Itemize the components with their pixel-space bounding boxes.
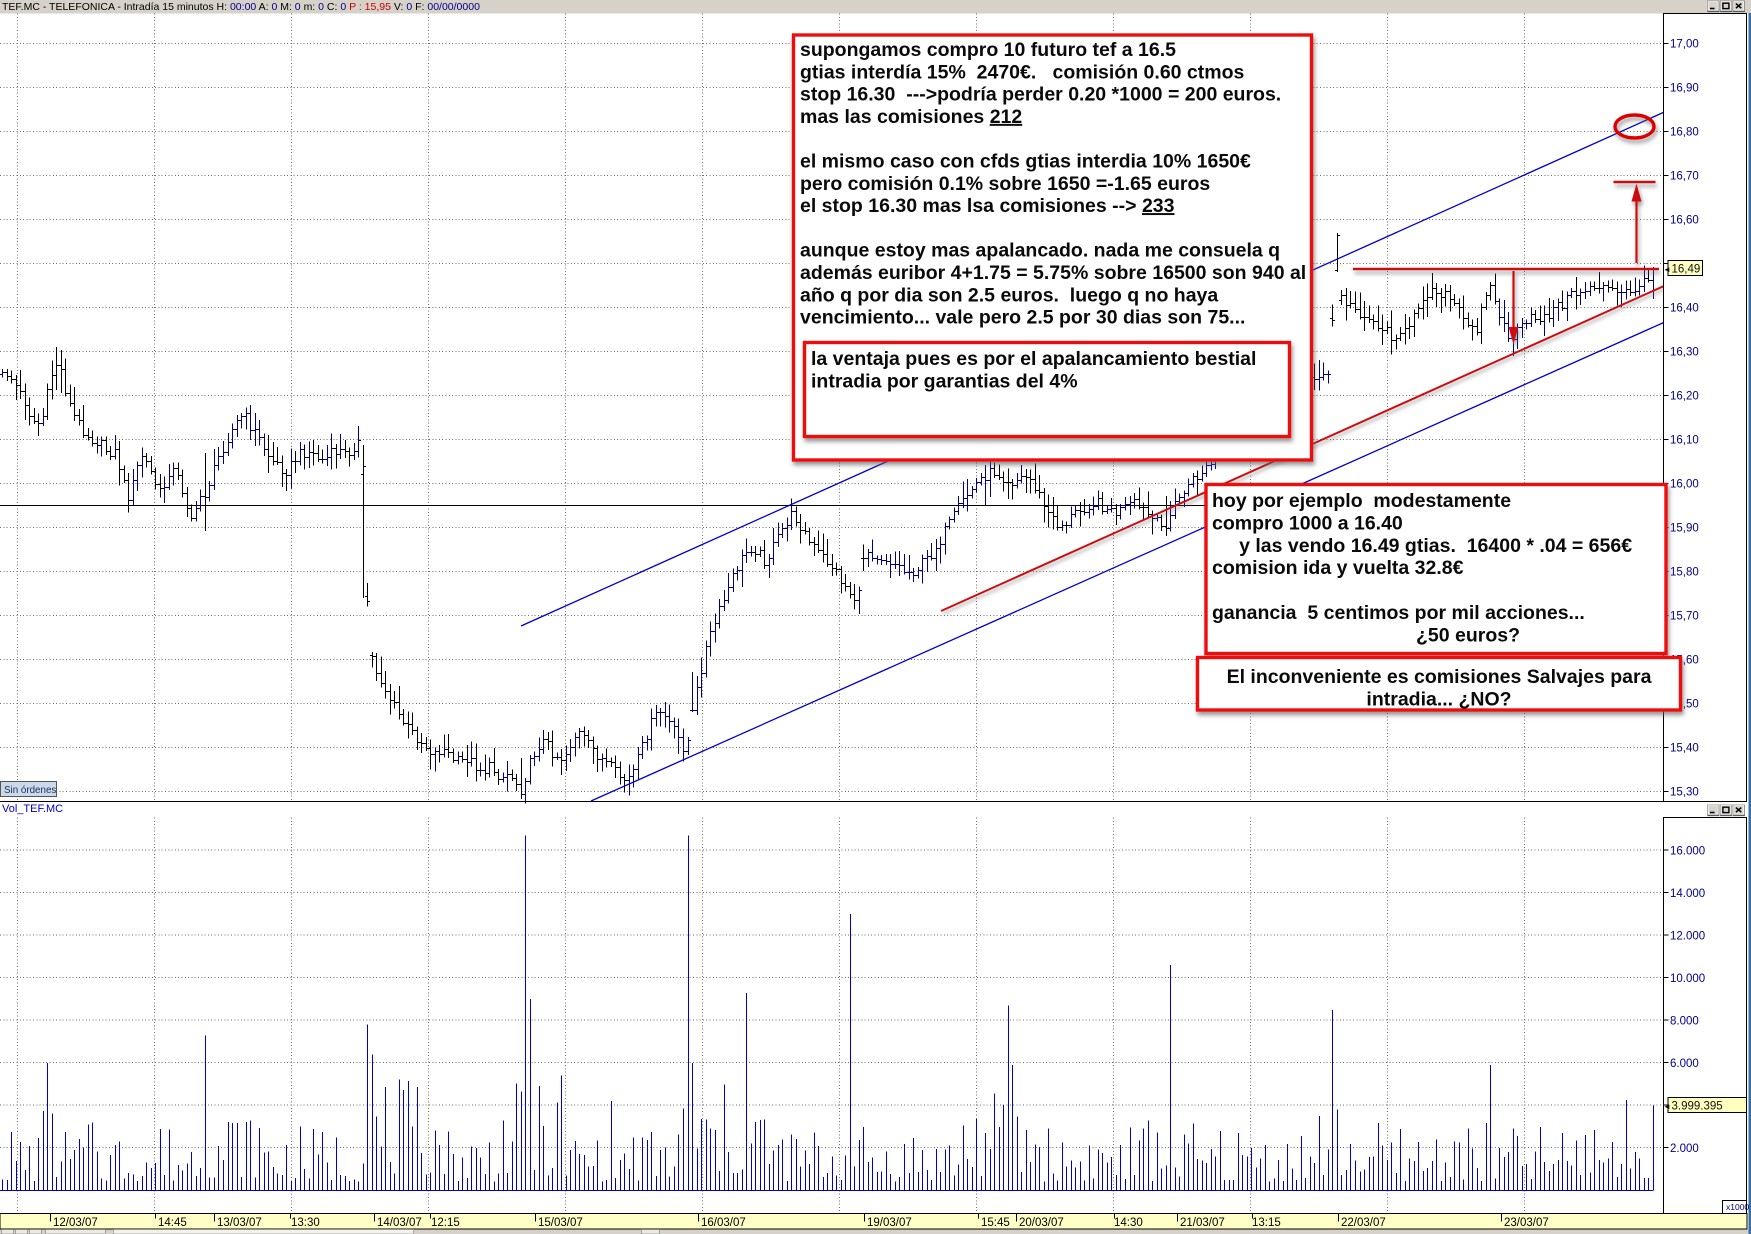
svg-text:la ventaja pues es por el apal: la ventaja pues es por el apalancamiento… — [811, 348, 1256, 370]
svg-text:12.000: 12.000 — [1670, 931, 1705, 943]
svg-text:16,70: 16,70 — [1670, 171, 1699, 183]
svg-text:vencimiento... vale pero 2.5 p: vencimiento... vale pero 2.5 por 30 dias… — [800, 307, 1245, 329]
svg-text:8.000: 8.000 — [1670, 1016, 1699, 1028]
svg-text:15,90: 15,90 — [1670, 523, 1699, 535]
svg-text:supongamos compro 10 futuro te: supongamos compro 10 futuro tef a 16.5 — [800, 39, 1176, 61]
svg-text:21/03/07: 21/03/07 — [1180, 1217, 1225, 1229]
svg-text:14/03/07: 14/03/07 — [377, 1217, 422, 1229]
svg-text:16,80: 16,80 — [1670, 127, 1699, 139]
svg-text:Sin órdenes: Sin órdenes — [4, 785, 56, 796]
svg-text:intradia... ¿NO?: intradia... ¿NO? — [1366, 688, 1511, 710]
svg-text:16,49: 16,49 — [1672, 264, 1701, 276]
svg-text:Vol_TEF.MC: Vol_TEF.MC — [2, 803, 63, 815]
svg-text:y las vendo 16.49 gtias. 1640: y las vendo 16.49 gtias. 16400 * .04 = 6… — [1212, 535, 1632, 557]
svg-text:14:30: 14:30 — [1114, 1217, 1143, 1229]
svg-text:2.000: 2.000 — [1670, 1143, 1699, 1155]
svg-text:intradia por garantias del 4%: intradia por garantias del 4% — [811, 370, 1078, 392]
svg-text:17,00: 17,00 — [1670, 39, 1699, 51]
svg-text:¿50 euros?: ¿50 euros? — [1416, 624, 1520, 646]
svg-text:16/03/07: 16/03/07 — [701, 1217, 746, 1229]
svg-text:x1000: x1000 — [1726, 1202, 1749, 1212]
svg-text:16,30: 16,30 — [1670, 347, 1699, 359]
svg-text:12:15: 12:15 — [431, 1217, 460, 1229]
svg-text:el mismo caso con cfds gtias i: el mismo caso con cfds gtias interdia 10… — [800, 151, 1251, 173]
svg-text:15,30: 15,30 — [1670, 787, 1699, 799]
svg-text:stop 16.30 --->podría perder: stop 16.30 --->podría perder 0.20 *1000 … — [800, 84, 1281, 106]
svg-text:19/03/07: 19/03/07 — [867, 1217, 912, 1229]
svg-text:10.000: 10.000 — [1670, 973, 1705, 985]
svg-text:12/03/07: 12/03/07 — [53, 1217, 98, 1229]
svg-text:15/03/07: 15/03/07 — [538, 1217, 583, 1229]
svg-text:El inconveniente es comisiones: El inconveniente es comisiones Salvajes … — [1227, 666, 1652, 688]
svg-text:16,10: 16,10 — [1670, 435, 1699, 447]
svg-text:◄: ◄ — [1663, 1102, 1671, 1111]
svg-text:16,60: 16,60 — [1670, 215, 1699, 227]
svg-text:hoy por ejemplo modestamente: hoy por ejemplo modestamente — [1212, 490, 1511, 512]
svg-text:aunque estoy mas apalancado. n: aunque estoy mas apalancado. nada me con… — [800, 240, 1280, 262]
svg-text:13:30: 13:30 — [291, 1217, 320, 1229]
svg-text:mas las comisiones 212: mas las comisiones 212 — [800, 106, 1022, 128]
svg-text:16.000: 16.000 — [1670, 846, 1705, 858]
svg-text:comision ida y vuelta 32.8€: comision ida y vuelta 32.8€ — [1212, 557, 1464, 579]
svg-text:13/03/07: 13/03/07 — [217, 1217, 262, 1229]
svg-text:3.999.395: 3.999.395 — [1672, 1101, 1723, 1113]
svg-text:16,90: 16,90 — [1670, 83, 1699, 95]
svg-text:gtias interdía 15% 2470€. c: gtias interdía 15% 2470€. comisión 0.60 … — [800, 61, 1245, 83]
svg-text:16,20: 16,20 — [1670, 391, 1699, 403]
svg-text:20/03/07: 20/03/07 — [1019, 1217, 1064, 1229]
svg-text:TEF.MC - TELEFONICA - Intradía: TEF.MC - TELEFONICA - Intradía 15 minuto… — [2, 1, 480, 13]
svg-text:compro 1000 a 16.40: compro 1000 a 16.40 — [1212, 512, 1403, 534]
svg-text:16,00: 16,00 — [1670, 479, 1699, 491]
svg-text:15,70: 15,70 — [1670, 611, 1699, 623]
svg-text:15,80: 15,80 — [1670, 567, 1699, 579]
svg-text:ganancia 5 centimos por mil a: ganancia 5 centimos por mil acciones... — [1212, 602, 1585, 624]
svg-text:14.000: 14.000 — [1670, 888, 1705, 900]
svg-text:6.000: 6.000 — [1670, 1058, 1699, 1070]
svg-text:además euribor 4+1.75 = 5.75%: además euribor 4+1.75 = 5.75% sobre 1650… — [800, 262, 1306, 284]
svg-text:15,40: 15,40 — [1670, 743, 1699, 755]
svg-text:16,40: 16,40 — [1670, 303, 1699, 315]
svg-text:◄: ◄ — [1663, 265, 1671, 274]
svg-text:el stop 16.30 mas lsa comision: el stop 16.30 mas lsa comisiones --> 233 — [800, 195, 1175, 217]
svg-text:14:45: 14:45 — [158, 1217, 187, 1229]
svg-text:pero comisión 0.1% sobre 1650: pero comisión 0.1% sobre 1650 =-1.65 eur… — [800, 173, 1210, 195]
svg-text:22/03/07: 22/03/07 — [1341, 1217, 1386, 1229]
svg-text:13:15: 13:15 — [1252, 1217, 1281, 1229]
svg-text:15:45: 15:45 — [981, 1217, 1010, 1229]
svg-text:23/03/07: 23/03/07 — [1504, 1217, 1549, 1229]
svg-text:año q por dia son 2.5 euros.: año q por dia son 2.5 euros. luego q no … — [800, 284, 1218, 306]
